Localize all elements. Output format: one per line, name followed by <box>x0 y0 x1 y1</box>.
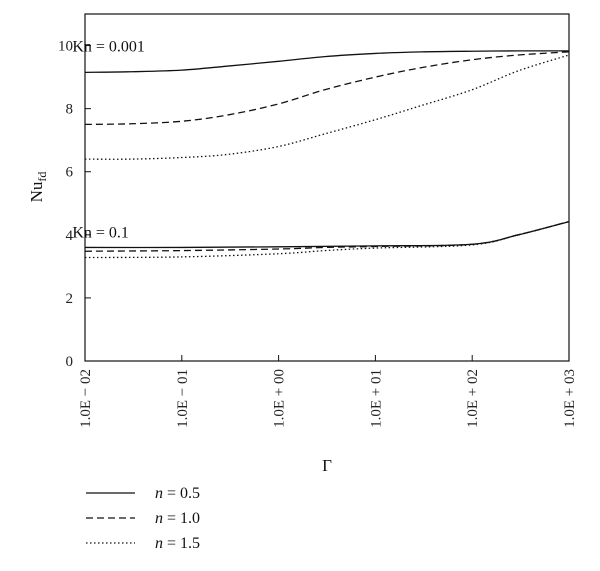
legend-label: n = 1.0 <box>155 510 200 527</box>
series-line-dotted <box>84 220 570 259</box>
legend-label: n = 1.5 <box>155 535 200 552</box>
legend-value: = 1.5 <box>163 535 200 552</box>
series-lines <box>84 50 570 259</box>
x-tick-label: 1.0E + 01 <box>368 369 384 428</box>
x-tick-label: 1.0E + 02 <box>465 369 481 428</box>
annotation-kn-0.1: Kn = 0.1 <box>72 225 129 242</box>
legend-value: = 1.0 <box>163 510 200 527</box>
series-line-dashed <box>84 51 570 126</box>
y-tick-label: 8 <box>66 102 74 118</box>
series-line-solid <box>84 220 570 249</box>
annotations: Kn = 0.001 Kn = 0.1 <box>72 39 145 242</box>
plot-area-frame <box>84 13 570 362</box>
series-line-dashed <box>84 220 570 252</box>
y-tick-label: 10 <box>58 39 73 55</box>
legend-value: = 0.5 <box>163 485 200 502</box>
legend-variable: n <box>155 535 163 552</box>
y-tick-label: 2 <box>66 291 74 307</box>
x-axis-label: Γ <box>322 456 332 475</box>
x-tick-label: 1.0E + 00 <box>272 369 288 428</box>
legend-label: n = 0.5 <box>155 485 200 502</box>
y-axis: 0 2 4 6 8 10 <box>58 39 91 370</box>
legend-variable: n <box>155 485 163 502</box>
x-tick-label: 1.0E − 02 <box>78 369 94 428</box>
legend: n = 0.5n = 1.0n = 1.5 <box>86 485 200 552</box>
x-tick-label: 1.0E − 01 <box>175 369 191 428</box>
x-axis: 1.0E − 02 1.0E − 01 1.0E + 00 1.0E + 01 1.0E… <box>78 355 578 428</box>
legend-variable: n <box>155 510 163 527</box>
y-tick-label: 6 <box>66 165 74 181</box>
y-axis-label-main: Nu <box>27 181 46 202</box>
x-tick-label: 1.0E + 03 <box>562 369 578 428</box>
y-tick-label: 0 <box>66 354 74 370</box>
series-line-solid <box>84 50 570 74</box>
y-tick-label: 4 <box>66 228 74 244</box>
y-axis-label: Nufd <box>27 172 49 203</box>
annotation-kn-0.001: Kn = 0.001 <box>72 39 145 56</box>
y-axis-label-sub: fd <box>35 172 49 182</box>
